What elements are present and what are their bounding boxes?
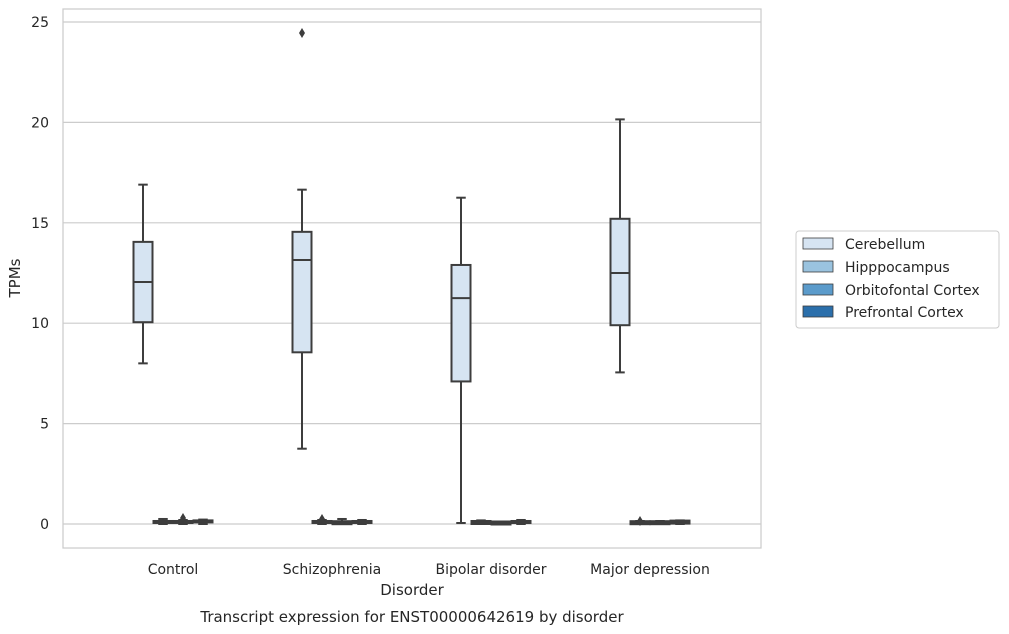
box-hipppocampus-schizophrenia [311,513,333,525]
box-hipppocampus-bipolar-disorder [470,519,492,525]
chart-caption: Transcript expression for ENST0000064261… [199,608,624,626]
outlier-hipppocampus-schizophrenia-0 [319,513,325,524]
legend-swatch-orbitofontal-cortex [802,283,834,296]
y-axis-title: TPMs [6,258,24,298]
box-body-cerebellum-schizophrenia [291,230,313,354]
legend-swatch-prefrontal-cortex [802,305,834,318]
box-cerebellum-bipolar-disorder [450,196,472,524]
y-tick-label-15: 15 [31,216,49,232]
outlier-hipppocampus-major-depression-0 [637,515,643,526]
y-tick-label-20: 20 [31,115,49,131]
outlier-cerebellum-schizophrenia-0 [299,28,305,39]
box-prefrontal-cortex-schizophrenia [351,518,373,525]
legend-label-orbitofontal-cortex: Orbitofontal Cortex [845,283,980,299]
legend-swatch-hipppocampus [802,260,834,273]
legend-label-prefrontal-cortex: Prefrontal Cortex [845,305,964,321]
box-prefrontal-cortex-control [192,518,214,525]
y-tick-label-25: 25 [31,15,49,31]
x-tick-labels: Control Schizophrenia Bipolar disorder Majo… [148,562,710,578]
legend: Cerebellum Hipppocampus Orbitofontal Cor… [795,230,1000,329]
box-cerebellum-schizophrenia [291,28,313,450]
box-prefrontal-cortex-bipolar-disorder [510,518,532,525]
box-cerebellum-control [132,183,154,365]
box-body-cerebellum-major-depression [609,217,631,327]
y-tick-label-10: 10 [31,316,49,332]
y-tick-label-0: 0 [40,517,49,533]
legend-swatch-cerebellum [802,237,834,250]
plot-frame [62,8,762,549]
plot-boxes [132,28,691,526]
box-body-cerebellum-bipolar-disorder [450,263,472,383]
box-orbitofontal-cortex-control [172,512,194,525]
box-cerebellum-major-depression [609,118,631,374]
outlier-orbitofontal-cortex-control-0 [180,512,186,523]
y-tick-labels: 0 5 10 15 20 25 [31,15,49,533]
x-axis-title: Disorder [380,581,444,599]
box-orbitofontal-cortex-major-depression [649,519,671,526]
x-tick-label-major-depression: Major depression [590,562,710,578]
x-tick-label-bipolar-disorder: Bipolar disorder [435,562,546,578]
legend-label-hipppocampus: Hipppocampus [845,260,950,276]
legend-frame [795,230,1000,329]
x-tick-label-control: Control [148,562,199,578]
y-tick-label-5: 5 [40,417,49,433]
box-prefrontal-cortex-major-depression [669,519,691,525]
x-tick-label-schizophrenia: Schizophrenia [283,562,381,578]
box-orbitofontal-cortex-bipolar-disorder [490,520,512,526]
legend-label-cerebellum: Cerebellum [845,237,925,253]
